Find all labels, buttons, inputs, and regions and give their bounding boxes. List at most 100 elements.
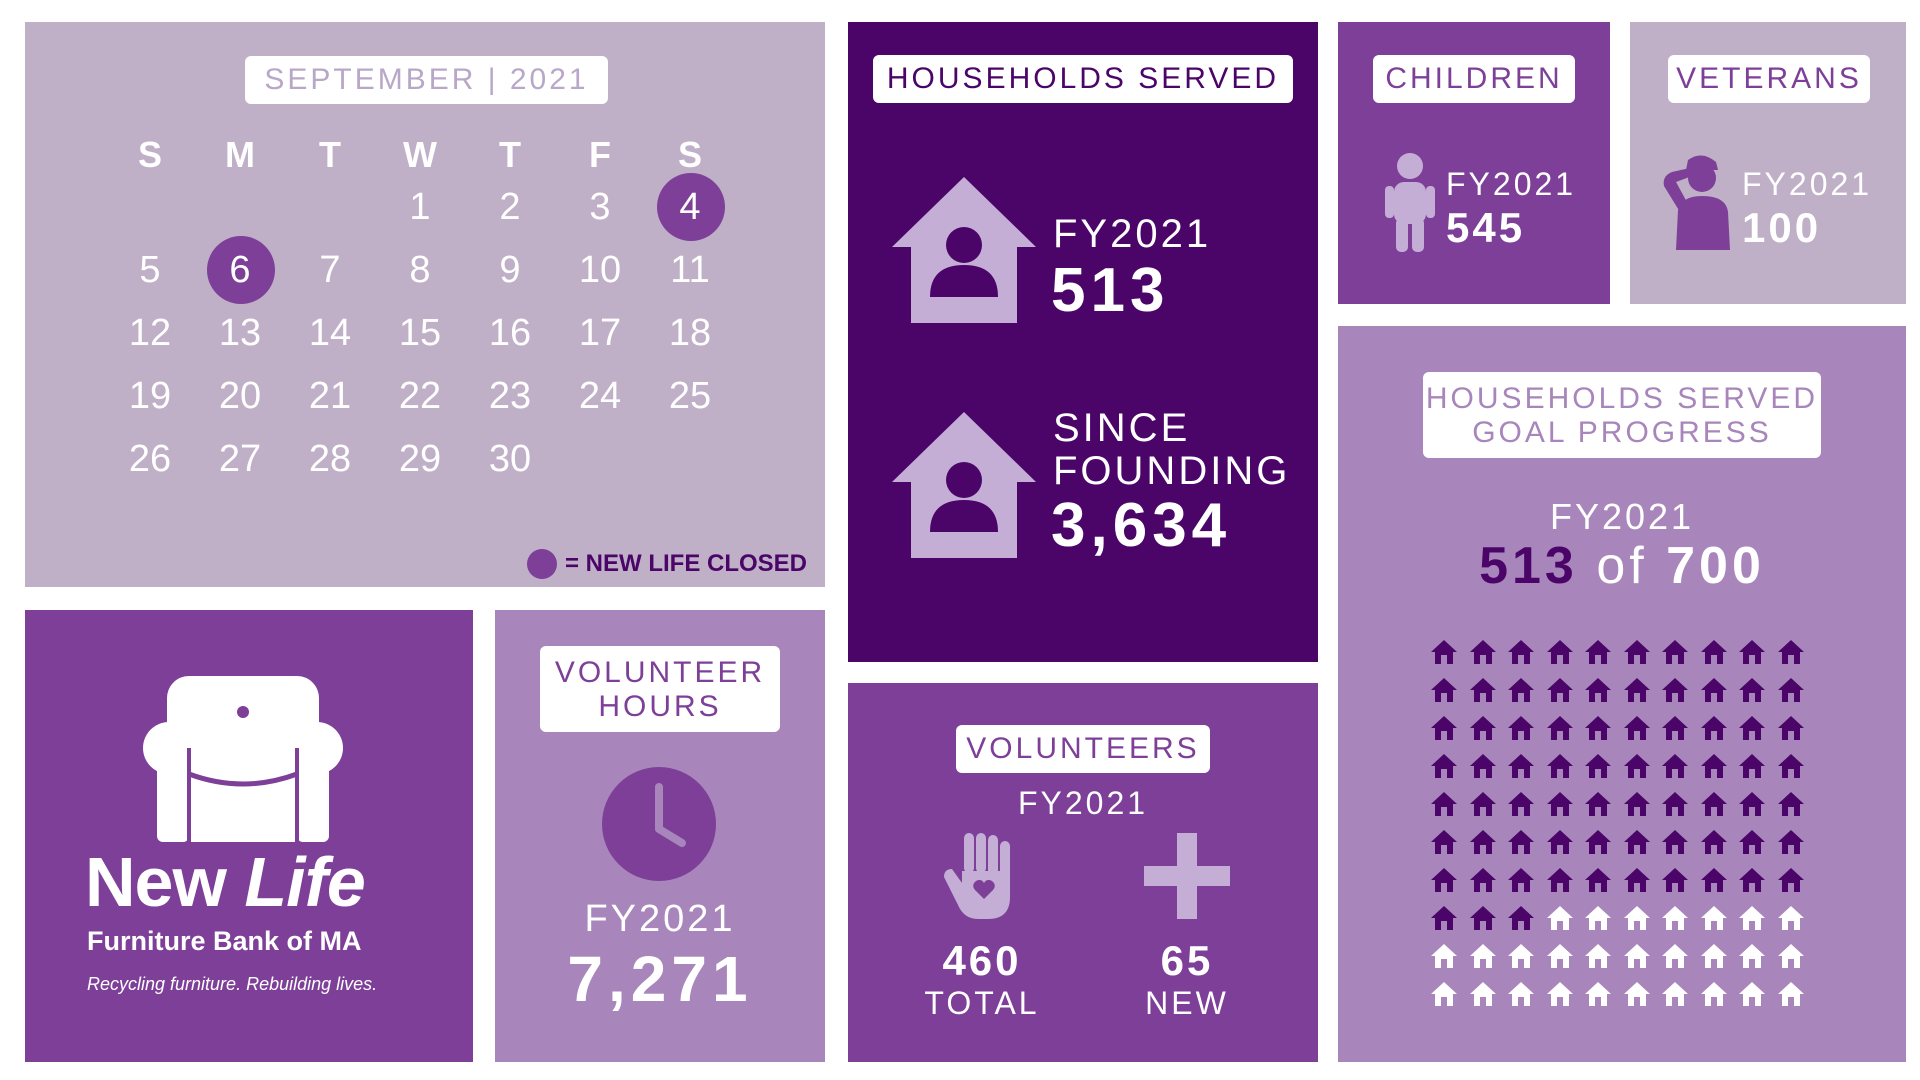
calendar-day-number: 15	[398, 312, 442, 354]
house-filled-icon	[1700, 792, 1727, 816]
calendar-day: 13	[195, 302, 285, 364]
calendar-day-closed: 6	[195, 236, 285, 304]
volunteers-title: VOLUNTEERS	[956, 725, 1210, 773]
calendar-day-number: 28	[308, 438, 352, 480]
house-filled-icon	[1431, 754, 1457, 778]
house-empty-icon	[1623, 982, 1650, 1006]
house-filled-icon	[1700, 640, 1727, 664]
calendar-day-number: 13	[218, 312, 262, 354]
house-filled-icon	[1623, 678, 1650, 702]
house-filled-icon	[1546, 754, 1573, 778]
house-filled-icon	[1469, 640, 1496, 664]
calendar-day: 5	[105, 239, 195, 301]
calendar-day: 3	[555, 176, 645, 238]
volunteers-total-value: 460	[942, 937, 1022, 984]
goal-title: HOUSEHOLDS SERVED GOAL PROGRESS	[1423, 372, 1821, 458]
weekday-header: T	[319, 134, 341, 175]
house-filled-icon	[1546, 792, 1573, 816]
house-filled-icon	[1585, 792, 1611, 816]
house-filled-icon	[1508, 716, 1534, 740]
house-empty-icon	[1431, 944, 1457, 968]
calendar-day: 20	[195, 365, 285, 427]
house-empty-icon	[1585, 906, 1611, 930]
households-fy-label: FY2021	[1053, 212, 1212, 256]
house-filled-icon	[1623, 716, 1650, 740]
house-empty-icon	[1662, 944, 1688, 968]
house-filled-icon	[1662, 716, 1688, 740]
calendar-day: 15	[375, 302, 465, 364]
house-filled-icon	[1546, 640, 1573, 664]
goal-served: 513	[1479, 537, 1578, 595]
calendar-day: 19	[105, 365, 195, 427]
house-empty-icon	[1623, 944, 1650, 968]
households-served-panel: HOUSEHOLDS SERVED FY2021 513 SINCE FOUND…	[848, 22, 1318, 662]
weekday-header: S	[137, 134, 162, 175]
weekday-header: S	[677, 134, 702, 175]
house-filled-icon	[1700, 754, 1727, 778]
house-filled-icon	[1623, 830, 1650, 854]
calendar-day: 29	[375, 428, 465, 490]
clock-icon	[602, 767, 716, 881]
children-value: 545	[1446, 204, 1526, 251]
veterans-panel: VETERANS FY2021 100	[1630, 22, 1906, 304]
house-filled-icon	[1546, 678, 1573, 702]
house-filled-icon	[1623, 754, 1650, 778]
calendar-legend: = NEW LIFE CLOSED	[526, 549, 807, 579]
volunteer-hours-value: 7,271	[567, 943, 753, 1015]
calendar-day: 14	[285, 302, 375, 364]
house-filled-icon	[1662, 754, 1688, 778]
house-filled-icon	[1739, 754, 1765, 778]
households-title: HOUSEHOLDS SERVED	[873, 55, 1293, 103]
calendar-day-number: 27	[218, 438, 262, 480]
house-filled-icon	[1469, 830, 1496, 854]
house-empty-icon	[1623, 906, 1650, 930]
weekday-header: T	[499, 134, 521, 175]
volunteers-period: FY2021	[1017, 785, 1149, 821]
house-filled-icon	[1777, 830, 1804, 854]
house-empty-icon	[1739, 906, 1765, 930]
house-filled-icon	[1777, 792, 1804, 816]
house-filled-icon	[1777, 640, 1804, 664]
house-person-icon	[892, 177, 1036, 323]
calendar-day: 12	[105, 302, 195, 364]
house-filled-icon	[1546, 716, 1573, 740]
calendar-day-number: 19	[128, 375, 172, 417]
heart-hand-icon	[944, 833, 1010, 919]
calendar-day: 11	[645, 239, 735, 301]
house-filled-icon	[1431, 906, 1457, 930]
house-empty-icon	[1585, 944, 1611, 968]
calendar-day: 27	[195, 428, 285, 490]
house-filled-icon	[1777, 678, 1804, 702]
house-empty-icon	[1431, 982, 1457, 1006]
calendar-day: 9	[465, 239, 555, 301]
house-filled-icon	[1431, 868, 1457, 892]
calendar-day: 10	[555, 239, 645, 301]
house-filled-icon	[1431, 640, 1457, 664]
veteran-salute-icon	[1663, 155, 1730, 250]
house-filled-icon	[1508, 792, 1534, 816]
calendar-day: 30	[465, 428, 555, 490]
calendar-day-number: 9	[499, 249, 521, 291]
goal-progress-text: 513 of 700	[1338, 536, 1906, 596]
house-empty-icon	[1508, 982, 1534, 1006]
calendar-day-number: 1	[409, 186, 431, 228]
children-panel: CHILDREN FY2021 545	[1338, 22, 1610, 304]
calendar-day: 18	[645, 302, 735, 364]
house-filled-icon	[1508, 830, 1534, 854]
house-filled-icon	[1739, 868, 1765, 892]
house-empty-icon	[1777, 906, 1804, 930]
house-empty-icon	[1777, 944, 1804, 968]
calendar-title: SEPTEMBER | 2021	[245, 56, 608, 104]
house-filled-icon	[1739, 830, 1765, 854]
house-filled-icon	[1431, 792, 1457, 816]
house-filled-icon	[1469, 868, 1496, 892]
calendar-day-number: 4	[679, 186, 701, 228]
volunteer-hours-title-line2: HOURS	[598, 690, 722, 723]
house-empty-icon	[1546, 944, 1573, 968]
house-filled-icon	[1508, 868, 1534, 892]
house-filled-icon	[1431, 830, 1457, 854]
house-filled-icon	[1585, 640, 1611, 664]
house-empty-icon	[1585, 982, 1611, 1006]
calendar-day-number: 30	[488, 438, 532, 480]
calendar-day-number: 5	[139, 249, 161, 291]
